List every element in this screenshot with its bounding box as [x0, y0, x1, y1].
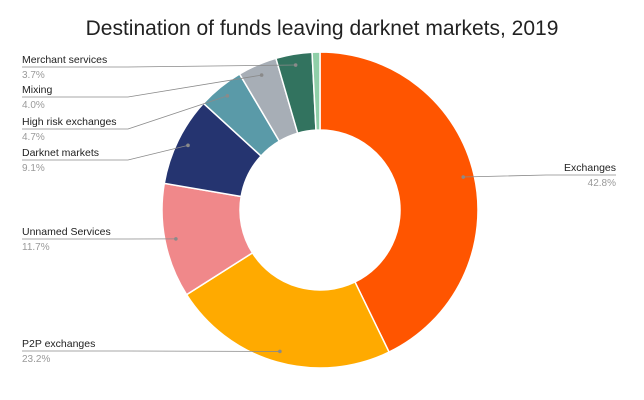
slice-labels: Exchanges 42.8% P2P exchanges 23.2% Unnamed …: [22, 54, 616, 365]
chart-title: Destination of funds leaving darknet mar…: [86, 17, 559, 40]
leader-lines: [22, 63, 616, 354]
slice-label-merchant-services: Merchant services: [22, 54, 107, 66]
slice-label-darknet-markets: Darknet markets: [22, 147, 99, 159]
slice-value-merchant-services: 3.7%: [22, 70, 45, 81]
slice-value-darknet-markets: 9.1%: [22, 163, 45, 174]
leader-dot-unnamed-services: [174, 237, 178, 241]
slices: [161, 51, 479, 369]
leader-dot-darknet-markets: [186, 143, 190, 148]
slice-p2p-exchanges: [185, 251, 391, 369]
leader-dot-merchant-services: [293, 63, 298, 67]
slice-label-exchanges: Exchanges: [564, 162, 616, 174]
slice-value-mixing: 4.0%: [22, 100, 45, 111]
leader-line-darknet-markets: [22, 144, 189, 161]
slice-label-unnamed-services: Unnamed Services: [22, 226, 111, 238]
slice-value-high-risk-exchanges: 4.7%: [22, 132, 45, 143]
slice-label-p2p-exchanges: P2P exchanges: [22, 338, 95, 350]
slice-label-high-risk-exchanges: High risk exchanges: [22, 116, 117, 128]
slice-value-unnamed-services: 11.7%: [22, 242, 50, 253]
leader-line-high-risk-exchanges: [22, 95, 228, 130]
slice-exchanges: [319, 51, 479, 354]
leader-dot-p2p-exchanges: [278, 349, 282, 354]
leader-line-exchanges: [463, 174, 616, 178]
leader-dot-mixing: [259, 73, 264, 77]
leader-line-merchant-services: [22, 64, 296, 68]
leader-line-mixing: [22, 74, 262, 98]
leader-dot-exchanges: [461, 175, 466, 179]
slice-value-exchanges: 42.8%: [588, 178, 616, 189]
leader-dot-high-risk-exchanges: [225, 94, 230, 98]
slice-other: [311, 51, 321, 131]
slice-label-mixing: Mixing: [22, 84, 53, 96]
slice-value-p2p-exchanges: 23.2%: [22, 354, 50, 365]
